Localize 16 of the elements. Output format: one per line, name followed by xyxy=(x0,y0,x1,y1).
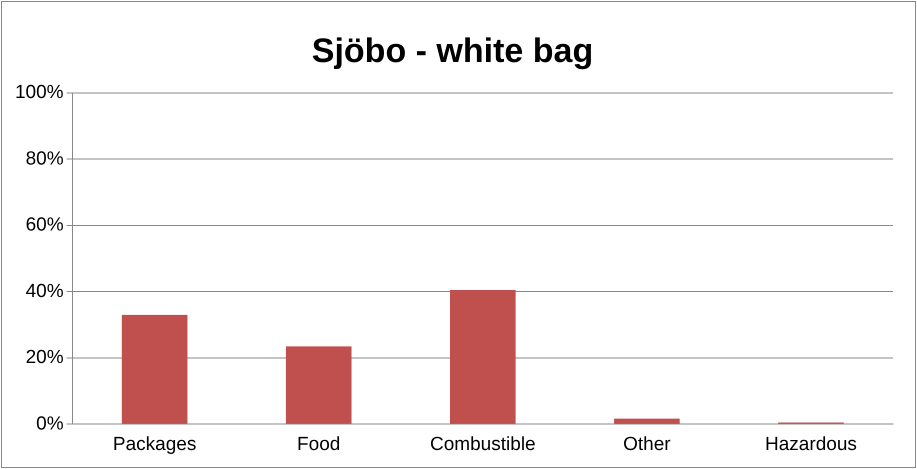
x-tick-label: Food xyxy=(297,434,340,455)
bar xyxy=(450,290,516,424)
x-tick-label: Hazardous xyxy=(765,434,857,455)
y-tick-label: 100% xyxy=(14,82,64,104)
x-tick-label: Other xyxy=(623,434,672,455)
y-tick-label: 80% xyxy=(26,148,64,170)
x-tick-label: Packages xyxy=(112,434,196,455)
y-tick-label: 0% xyxy=(36,413,64,434)
x-tick-label: Combustible xyxy=(430,434,536,455)
chart-title: Sjöbo - white bag xyxy=(312,32,594,70)
y-tick-label: 60% xyxy=(26,214,64,236)
bar xyxy=(286,346,352,424)
bar xyxy=(122,314,188,424)
y-tick-label: 40% xyxy=(26,280,64,302)
bar xyxy=(614,418,680,424)
y-tick-label: 20% xyxy=(26,347,64,368)
